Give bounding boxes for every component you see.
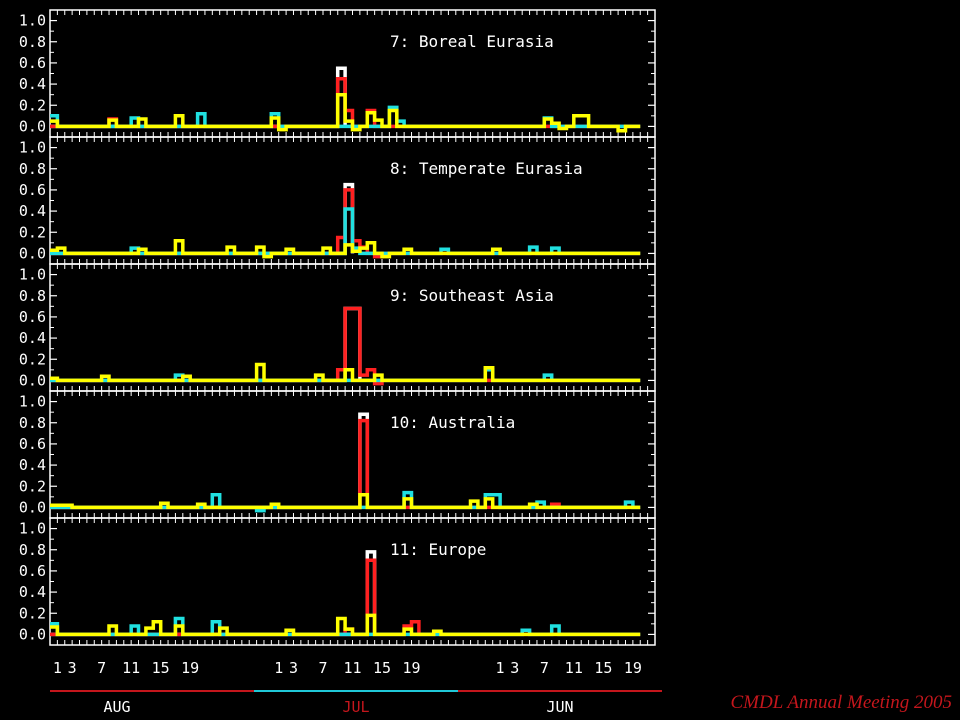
month-label: JUL [342,698,369,716]
x-tick-label: 3 [510,659,519,677]
panel-title: 9: Southeast Asia [390,286,554,305]
panel-5: 1.0 0.8 0.6 0.4 0.2 0.0 11: Europe [19,517,656,646]
y-tick-label: 0.2 [19,477,46,495]
series-red [50,188,641,259]
y-tick-label: 0.6 [19,562,46,580]
y-tick-label: 0.4 [19,583,46,601]
series-white [50,182,355,256]
x-tick-label: 7 [540,659,549,677]
series-cyan [50,368,641,383]
series-red [50,306,641,386]
x-tick-label: 11 [565,659,583,677]
panel-frame [49,390,656,519]
y-tick-label: 0.4 [19,456,46,474]
x-tick-label: 19 [624,659,642,677]
y-tick-label: 1.0 [19,393,46,411]
x-tick-label: 11 [343,659,361,677]
y-tick-label: 0.0 [19,498,46,516]
y-tick-label: 0.8 [19,33,46,51]
series-red [50,418,641,510]
panel-2: 1.0 0.8 0.6 0.4 0.2 0.0 8: Temperate Eurasia [19,136,656,265]
series-yellow [50,613,641,637]
y-tick-label: 0.0 [19,117,46,135]
x-tick-label: 1 [496,659,505,677]
x-tick-label: 3 [289,659,298,677]
panel-title: 11: Europe [390,540,486,559]
meeting-caption: CMDL Annual Meeting 2005 [730,692,953,713]
y-tick-label: 0.4 [19,329,46,347]
y-tick-label: 0.8 [19,287,46,305]
series-white [50,306,362,383]
x-tick-label: 15 [152,659,170,677]
y-tick-label: 0.2 [19,223,46,241]
x-tick-label: 1 [274,659,283,677]
x-tick-label: 1 [53,659,62,677]
y-tick-label: 1.0 [19,139,46,157]
y-tick-label: 1.0 [19,266,46,284]
y-tick-label: 1.0 [19,520,46,538]
y-tick-label: 0.2 [19,350,46,368]
series-yellow [50,238,641,259]
y-tick-label: 0.8 [19,541,46,559]
panel-frame [49,517,656,646]
x-tick-label: 3 [68,659,77,677]
month-label: JUN [546,698,573,716]
y-tick-label: 0.6 [19,435,46,453]
panel-title: 8: Temperate Eurasia [390,159,583,178]
y-tick-label: 0.6 [19,308,46,326]
y-tick-label: 1.0 [19,12,46,30]
y-tick-label: 0.2 [19,96,46,114]
series-yellow [50,92,641,133]
series-white [50,412,370,510]
y-tick-label: 0.0 [19,244,46,262]
month-label: AUG [103,698,130,716]
y-tick-label: 0.8 [19,160,46,178]
x-tick-label: 7 [318,659,327,677]
x-tick-label: 7 [97,659,106,677]
y-tick-label: 0.4 [19,202,46,220]
series-yellow [50,492,641,510]
x-tick-label: 11 [122,659,140,677]
x-tick-label: 19 [181,659,199,677]
panel-title: 7: Boreal Eurasia [390,32,554,51]
y-tick-label: 0.8 [19,414,46,432]
y-tick-label: 0.4 [19,75,46,93]
y-tick-label: 0.0 [19,371,46,389]
x-tick-label: 15 [373,659,391,677]
y-tick-label: 0.6 [19,54,46,72]
panel-title: 10: Australia [390,413,515,432]
x-tick-label: 15 [594,659,612,677]
y-tick-label: 0.2 [19,604,46,622]
series-yellow [50,362,641,383]
y-tick-label: 0.0 [19,625,46,643]
x-tick-label: 19 [402,659,420,677]
panel-3: 1.0 0.8 0.6 0.4 0.2 0.0 9: Southeast Asia [19,263,656,392]
panel-4: 1.0 0.8 0.6 0.4 0.2 0.0 10: Australia [19,390,656,519]
y-tick-label: 0.6 [19,181,46,199]
panel-1: 1.0 0.8 0.6 0.4 0.2 0.0 7: Boreal Eurasia [19,9,656,138]
